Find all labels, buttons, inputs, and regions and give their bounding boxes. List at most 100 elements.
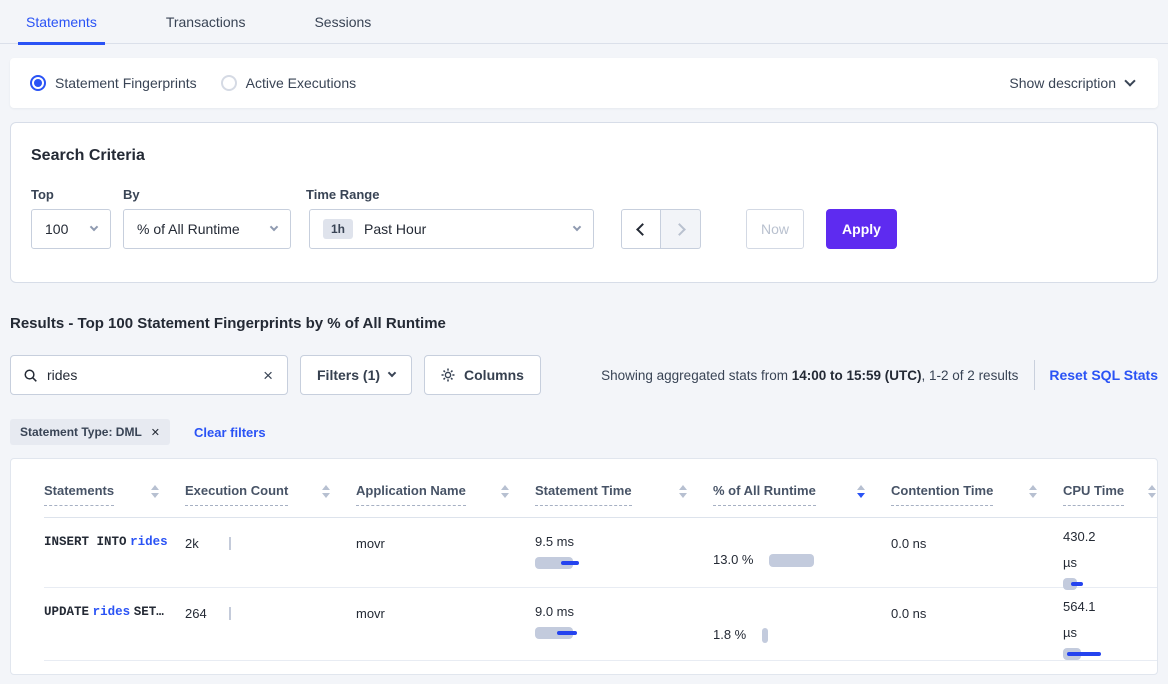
pct-runtime-cell: 13.0 % [713,518,891,590]
tab-transactions[interactable]: Transactions [165,14,246,30]
time-range-badge: 1h [323,219,354,239]
columns-label: Columns [464,367,524,383]
results-heading: Results - Top 100 Statement Fingerprints… [10,315,446,332]
stats-time-range: 14:00 to 15:59 (UTC) [791,367,922,383]
time-prev-button[interactable] [621,209,661,249]
time-nav-group [621,209,701,249]
results-toolbar: × Filters (1) Columns Showing aggregated… [10,355,1158,395]
reset-sql-stats-link[interactable]: Reset SQL Stats [1049,367,1158,383]
clear-search-icon[interactable]: × [263,365,273,385]
top-select[interactable]: 100 [31,209,111,249]
sort-icon [151,485,159,498]
statement-cell: UPDATE rides SET… [44,605,164,619]
gear-icon [441,368,455,382]
contention-time-cell: 0.0 ns [891,606,927,621]
pct-runtime-bar [762,627,769,643]
statements-table: Statements Execution Count Application N… [10,458,1158,675]
chip-close-icon[interactable]: ✕ [150,426,161,439]
statement-time-cell: 9.5 ms [535,518,713,590]
top-label: Top [31,187,54,202]
execution-count-bar [229,607,231,620]
filters-button[interactable]: Filters (1) [300,355,413,395]
chevron-right-icon [672,222,686,236]
chevron-down-icon [1124,75,1136,87]
column-header-execution-count[interactable]: Execution Count [185,459,356,517]
contention-time-cell: 0.0 ns [891,536,927,551]
pct-runtime-bar [769,553,815,567]
statement-time-bar [535,557,615,569]
search-criteria-title: Search Criteria [31,147,145,164]
sort-icon [679,485,687,498]
top-field: Top 100 [31,187,111,249]
radio-label: Statement Fingerprints [55,75,197,91]
radio-label: Active Executions [245,75,357,91]
column-header-statements[interactable]: Statements [44,459,185,517]
sort-icon [322,485,330,498]
time-range-field: Time Range 1h Past Hour [306,187,594,249]
pct-runtime-cell: 1.8 % [713,588,891,660]
radio-active-executions[interactable]: Active Executions [220,75,357,91]
filters-label: Filters (1) [317,367,381,383]
table-row: INSERT INTO rides 2k movr 9.5 ms 13.0 % [44,518,1157,590]
by-select-value: % of All Runtime [137,221,240,237]
sort-icon-active-desc [857,485,865,498]
time-range-value: Past Hour [364,221,427,237]
time-range-label: Time Range [306,187,380,202]
now-button[interactable]: Now [746,209,804,249]
time-range-select[interactable]: 1h Past Hour [309,209,594,249]
execution-count-cell: 264 [185,588,356,660]
tab-statements[interactable]: Statements [18,14,105,45]
columns-button[interactable]: Columns [424,355,541,395]
statement-time-bar [535,627,615,639]
cpu-time-bar [1063,578,1143,590]
cpu-time-bar [1063,648,1143,660]
by-label: By [123,187,140,202]
chevron-down-icon [387,368,397,378]
column-header-contention-time[interactable]: Contention Time [891,459,1063,517]
search-input[interactable] [47,367,262,383]
clear-filters-link[interactable]: Clear filters [194,424,266,440]
filter-chip-statement-type: Statement Type: DML ✕ [10,419,171,445]
application-name-cell: movr [356,606,385,621]
tab-sessions[interactable]: Sessions [314,14,372,30]
statement-fingerprint-link[interactable]: rides [130,535,168,549]
apply-button[interactable]: Apply [826,209,897,249]
table-row: UPDATE rides SET… 264 movr 9.0 ms 1.8 % … [44,588,1157,661]
radio-unselected-icon [220,75,237,91]
sort-icon [1029,485,1037,498]
column-header-statement-time[interactable]: Statement Time [535,459,713,517]
application-name-cell: movr [356,536,385,551]
top-tabbar: Statements Transactions Sessions [0,0,1168,45]
top-select-value: 100 [45,221,69,237]
statement-time-cell: 9.0 ms [535,588,713,660]
search-criteria-controls: Top 100 By % of All Runtime Time Range 1… [31,187,1137,249]
statement-fingerprint-link[interactable]: rides [92,605,131,619]
column-header-application-name[interactable]: Application Name [356,459,535,517]
statement-cell: INSERT INTO rides [44,535,168,549]
by-field: By % of All Runtime [123,187,291,249]
show-description-toggle[interactable]: Show description [1009,75,1136,91]
search-criteria-panel: Search Criteria Top 100 By % of All Runt… [10,122,1158,283]
cpu-time-cell: 564.1 µs [1063,588,1157,660]
sort-icon [1148,485,1156,498]
view-toggle-bar: Statement Fingerprints Active Executions… [10,58,1158,108]
column-header-cpu-time[interactable]: CPU Time [1063,459,1157,517]
radio-selected-icon [30,75,46,91]
radio-statement-fingerprints[interactable]: Statement Fingerprints [30,75,197,91]
chevron-down-icon [572,222,582,232]
stats-summary: Showing aggregated stats from 14:00 to 1… [601,367,1019,383]
table-header-row: Statements Execution Count Application N… [44,459,1157,518]
filter-chip-row: Statement Type: DML ✕ Clear filters [10,419,1158,445]
time-next-button[interactable] [661,209,701,249]
by-select[interactable]: % of All Runtime [123,209,291,249]
filter-chip-label: Statement Type: DML [20,425,142,439]
search-box: × [10,355,288,395]
search-icon [24,369,37,382]
chevron-down-icon [89,222,99,232]
show-description-label: Show description [1009,75,1116,91]
column-header-pct-runtime[interactable]: % of All Runtime [713,459,891,517]
chevron-down-icon [269,222,279,232]
chevron-left-icon [636,222,649,236]
vertical-divider [1034,360,1036,390]
